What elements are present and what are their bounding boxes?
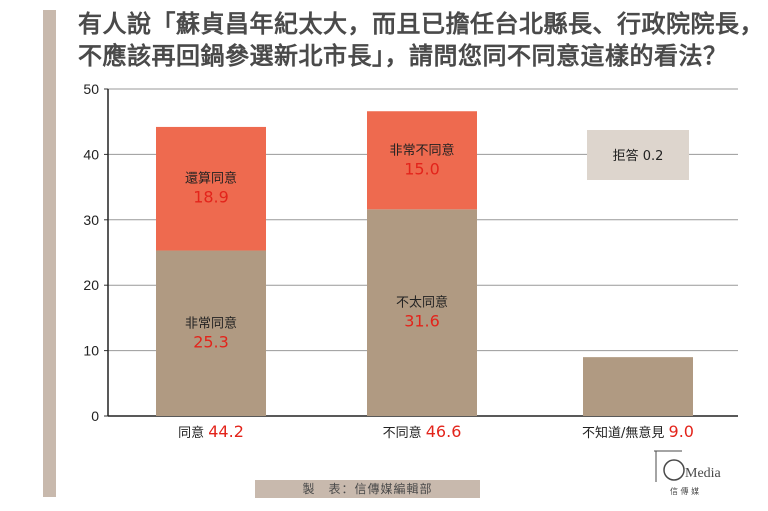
y-tick-label: 10 (83, 343, 99, 359)
refused-name: 拒答 (613, 148, 643, 164)
y-tick-label: 0 (91, 408, 99, 424)
category-name: 不知道/無意見 (582, 425, 669, 441)
segment-value: 18.9 (193, 188, 229, 207)
category-name: 不同意 (383, 425, 426, 441)
bar-segment (583, 357, 693, 416)
chart-title: 有人說「蘇貞昌年紀太大，而且已擔任台北縣長、行政院院長， 不應該再回鍋參選新北市… (78, 8, 768, 72)
category-total: 9.0 (669, 422, 694, 441)
y-tick-label: 20 (83, 277, 99, 293)
category-total: 46.6 (426, 422, 462, 441)
source-credit: 製 表：信傳媒編輯部 (255, 480, 480, 498)
segment-label: 還算同意 (185, 171, 237, 187)
bar-segment (156, 126, 266, 251)
title-line-2: 不應該再回鍋參選新北市長」，請問您同不同意這樣的看法？ (78, 42, 728, 70)
y-tick-label: 40 (83, 146, 99, 162)
accent-side-bar (43, 10, 56, 497)
title-line-1: 有人說「蘇貞昌年紀太大，而且已擔任台北縣長、行政院院長， (78, 10, 764, 38)
bar-segment (367, 209, 477, 416)
segment-value: 25.3 (193, 332, 229, 351)
category-label: 不知道/無意見 9.0 (582, 422, 694, 441)
refused-box (587, 130, 689, 180)
refused-label: 拒答 0.2 (613, 148, 664, 164)
media-logo: Media 信 傳 媒 (654, 450, 722, 496)
category-total: 44.2 (208, 422, 244, 441)
bar-segment (156, 250, 266, 416)
bar-segment (367, 111, 477, 210)
segment-value: 15.0 (404, 159, 440, 178)
category-label: 不同意 46.6 (383, 422, 462, 441)
segment-value: 31.6 (404, 312, 440, 331)
category-name: 同意 (178, 425, 208, 441)
category-label: 同意 44.2 (178, 422, 244, 441)
logo-subtext: 信 傳 媒 (670, 486, 699, 496)
y-tick-label: 50 (83, 81, 99, 97)
segment-label: 不太同意 (396, 295, 448, 311)
logo-text: Media (685, 466, 722, 481)
y-tick-label: 30 (83, 212, 99, 228)
refused-value: 0.2 (643, 149, 664, 164)
segment-label: 非常不同意 (389, 142, 454, 158)
segment-label: 非常同意 (185, 315, 237, 331)
